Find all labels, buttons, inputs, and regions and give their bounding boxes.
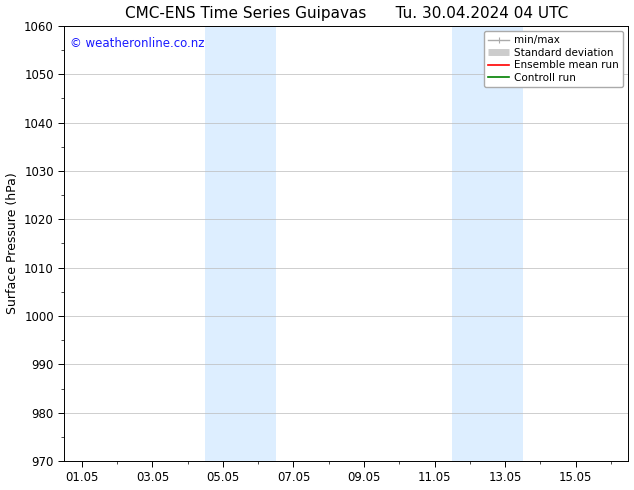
Y-axis label: Surface Pressure (hPa): Surface Pressure (hPa) [6,172,18,314]
Text: © weatheronline.co.nz: © weatheronline.co.nz [70,37,204,50]
Legend: min/max, Standard deviation, Ensemble mean run, Controll run: min/max, Standard deviation, Ensemble me… [484,31,623,87]
Title: CMC-ENS Time Series Guipavas      Tu. 30.04.2024 04 UTC: CMC-ENS Time Series Guipavas Tu. 30.04.2… [125,5,568,21]
Bar [452,26,522,461]
Bar [205,26,276,461]
